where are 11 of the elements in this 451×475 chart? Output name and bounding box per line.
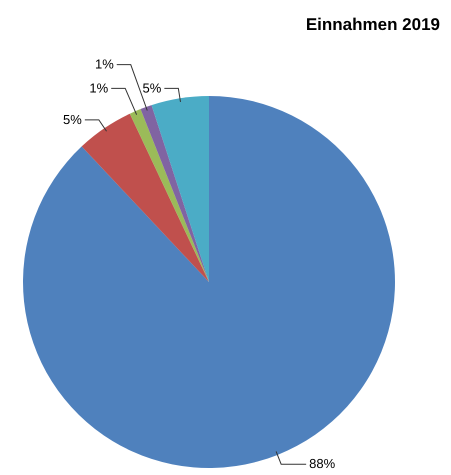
chart-title: Einnahmen 2019: [306, 15, 440, 34]
data-label: 88%: [309, 456, 336, 472]
data-label: 1%: [94, 56, 114, 72]
pie-slice: [82, 114, 209, 282]
data-label: 5%: [63, 112, 82, 127]
pie-slice: [130, 109, 209, 282]
data-label: 5%: [142, 80, 162, 96]
pie-slice: [152, 96, 209, 282]
pie-slice: [23, 96, 395, 468]
pie-slice: [140, 105, 209, 282]
data-label: 1%: [89, 80, 109, 96]
